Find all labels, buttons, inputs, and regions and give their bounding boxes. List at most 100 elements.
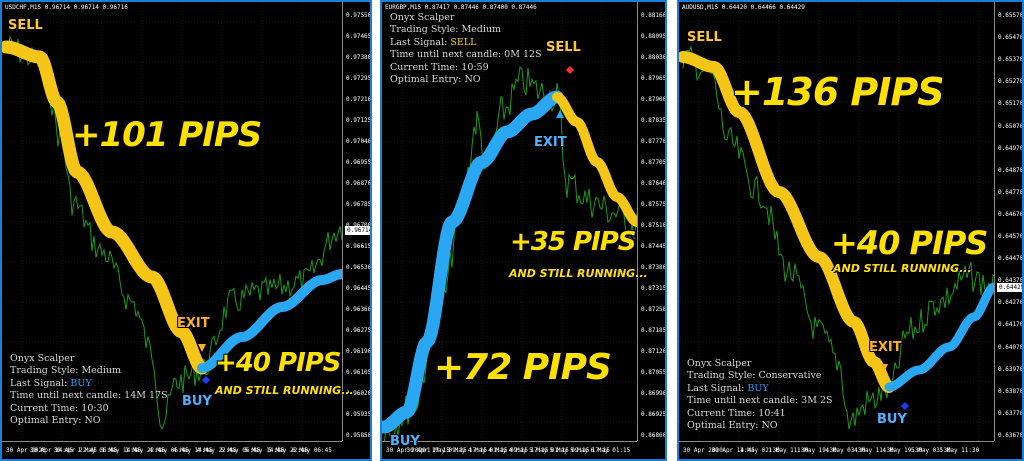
sell-signal-label: SELL <box>8 18 43 33</box>
buy-signal-label: BUY <box>877 412 907 427</box>
time-tick-label: 30 Apr 2020 <box>386 447 426 454</box>
price-tick-label: 0.96530 <box>346 264 372 271</box>
time-axis: 30 Apr 2020 30 Apr 14:45 30 Apr 22:45 1 May… <box>2 441 342 459</box>
price-tick-label: 0.65170 <box>998 100 1024 108</box>
time-tick-label: 4 May 19:30 <box>882 447 923 454</box>
price-tick-label: 0.65470 <box>998 34 1024 42</box>
sell-trend-band <box>679 51 895 393</box>
price-tick-label: 0.87835 <box>641 117 667 124</box>
price-tick-label: 0.65570 <box>998 12 1024 19</box>
price-tick-label: 0.96615 <box>346 243 372 250</box>
last-signal: Last Signal: SELL <box>390 37 542 49</box>
next-candle-timer: Time until next candle: 3M 2S <box>687 395 833 407</box>
last-signal-label: Last Signal: <box>390 36 448 48</box>
symbol-header: USDCHF,M15 0.96714 0.96714 0.96716 <box>5 4 128 11</box>
optimal-entry: Optimal Entry: NO <box>10 415 101 427</box>
price-tick-label: 0.97125 <box>346 117 372 124</box>
indicator-info-box: Onyx Scalper Trading Style: Conservative… <box>687 358 833 432</box>
time-tick-label: 1 May 11:30 <box>768 447 809 454</box>
time-tick-label: 4 May 03:30 <box>825 447 866 454</box>
price-tick-label: 0.64370 <box>998 277 1024 285</box>
next-candle-timer: Time until next candle: 14M 17S <box>10 390 168 402</box>
symbol-header: EURGBP,M15 0.87417 0.87446 0.87400 0.874… <box>385 4 537 11</box>
price-series <box>682 45 994 430</box>
buy-signal-label: BUY <box>390 434 420 449</box>
time-tick-label: 5 May 06:45 <box>220 447 261 454</box>
pips-gain-buy: +40 PIPS <box>831 224 988 262</box>
price-chart <box>382 2 637 442</box>
sell-trend-band <box>552 92 637 227</box>
price-tick-label: 0.63970 <box>998 365 1024 373</box>
time-tick-label: 5 May 22:45 <box>268 447 309 454</box>
time-tick-label: 5 May 09:15 <box>549 447 590 454</box>
optimal-entry: Optimal Entry: NO <box>390 74 481 86</box>
buy-trend-band <box>197 269 342 373</box>
current-price-tag: 0.64429 <box>997 283 1022 292</box>
exit-signal-label: EXIT <box>534 135 567 150</box>
price-tick-label: 0.96870 <box>346 180 372 187</box>
time-tick-label: 1 May 19:30 <box>797 447 837 454</box>
price-tick-label: 0.64670 <box>998 210 1024 218</box>
price-tick-label: 0.87380 <box>641 264 667 271</box>
price-tick-label: 0.96700 <box>346 222 370 229</box>
time-axis: 30 Apr 2020 30 Apr 14:45 1 May 02:30 1 May … <box>679 441 994 459</box>
price-tick-label: 0.65070 <box>998 122 1024 130</box>
trading-style: Trading Style: Medium <box>390 24 502 36</box>
price-tick-label: 0.63770 <box>998 409 1024 417</box>
price-tick-label: 0.64070 <box>998 343 1024 351</box>
time-tick-label: 4 May 09:15 <box>488 447 529 454</box>
price-axis: 0.88160 0.88095 0.88030 0.87965 0.87900 0.878… <box>637 2 667 441</box>
price-tick-label: 0.88030 <box>641 54 667 61</box>
price-tick-label: 0.95850 <box>346 432 372 439</box>
current-time: Current Time: 10:30 <box>10 402 109 414</box>
time-tick-label: 30 Apr 14:45 <box>29 447 74 454</box>
price-tick-label: 0.65270 <box>998 78 1024 86</box>
last-signal: Last Signal: BUY <box>10 378 168 390</box>
last-signal-value: BUY <box>747 382 769 394</box>
time-tick-label: 5 May 01:15 <box>529 447 569 454</box>
indicator-info-box: Onyx Scalper Trading Style: Medium Last … <box>10 353 168 427</box>
pips-gain-buy: +40 PIPS <box>215 348 342 378</box>
current-price-tag: 0.96714 <box>345 226 370 235</box>
time-tick-label: 30 Apr 2020 <box>6 447 46 454</box>
price-tick-label: 0.96955 <box>346 159 372 166</box>
chart-panel-usdchf[interactable]: USDCHF,M15 0.96714 0.96714 0.96716 0.975… <box>0 0 372 461</box>
next-candle-timer: Time until next candle: 0M 12S <box>390 49 542 61</box>
price-tick-label: 0.86860 <box>641 432 667 439</box>
price-tick-label: 0.64570 <box>998 233 1024 241</box>
time-axis: 30 Apr 2020 30 Apr 17:15 1 May 09:15 1 May … <box>382 441 637 459</box>
price-tick-label: 0.87575 <box>641 201 667 208</box>
still-running-note: AND STILL RUNNING... <box>833 262 972 275</box>
last-signal-value: BUY <box>70 377 92 389</box>
pips-gain-sell: +136 PIPS <box>731 70 945 114</box>
price-tick-label: 0.64770 <box>998 188 1024 196</box>
exit-signal-label: EXIT <box>177 316 210 331</box>
buy-trend-band <box>884 282 994 392</box>
chart-panel-audusd[interactable]: AUDUSD,M15 0.64420 0.64466 0.64429 0.655… <box>677 0 1024 461</box>
time-tick-label: 1 May 09:15 <box>426 447 467 454</box>
price-tick-label: 0.87250 <box>641 306 667 313</box>
trading-style: Trading Style: Medium <box>10 365 122 377</box>
last-signal-label: Last Signal: <box>687 382 745 394</box>
time-tick-label: 4 May 14:45 <box>172 447 213 454</box>
price-tick-label: 0.87510 <box>641 222 667 229</box>
price-tick-label: 0.87445 <box>641 243 667 250</box>
pips-gain-buy: +72 PIPS <box>434 347 612 388</box>
time-tick-label: 1 May 17:15 <box>447 447 488 454</box>
time-tick-label: 1 May 22:45 <box>125 447 165 454</box>
price-tick-label: 0.87965 <box>641 75 667 82</box>
price-tick-label: 0.97295 <box>346 75 372 82</box>
indicator-info-box: Onyx Scalper Trading Style: Medium Last … <box>390 12 542 86</box>
price-tick-label: 0.88095 <box>641 33 667 40</box>
price-tick-label: 0.63670 <box>998 432 1024 439</box>
still-running-note: AND STILL RUNNING... <box>509 267 648 280</box>
time-tick-label: 4 May 11:30 <box>854 447 894 454</box>
arrow-down-icon <box>880 364 888 372</box>
price-tick-label: 0.96190 <box>346 348 372 355</box>
price-tick-label: 0.87185 <box>641 327 667 334</box>
price-tick-label: 0.97210 <box>346 96 372 103</box>
price-tick-label: 0.64470 <box>998 255 1024 263</box>
sell-trend-band <box>2 40 209 375</box>
price-tick-label: 0.96785 <box>346 201 372 208</box>
chart-panel-eurgbp[interactable]: EURGBP,M15 0.87417 0.87446 0.87400 0.874… <box>380 0 667 461</box>
